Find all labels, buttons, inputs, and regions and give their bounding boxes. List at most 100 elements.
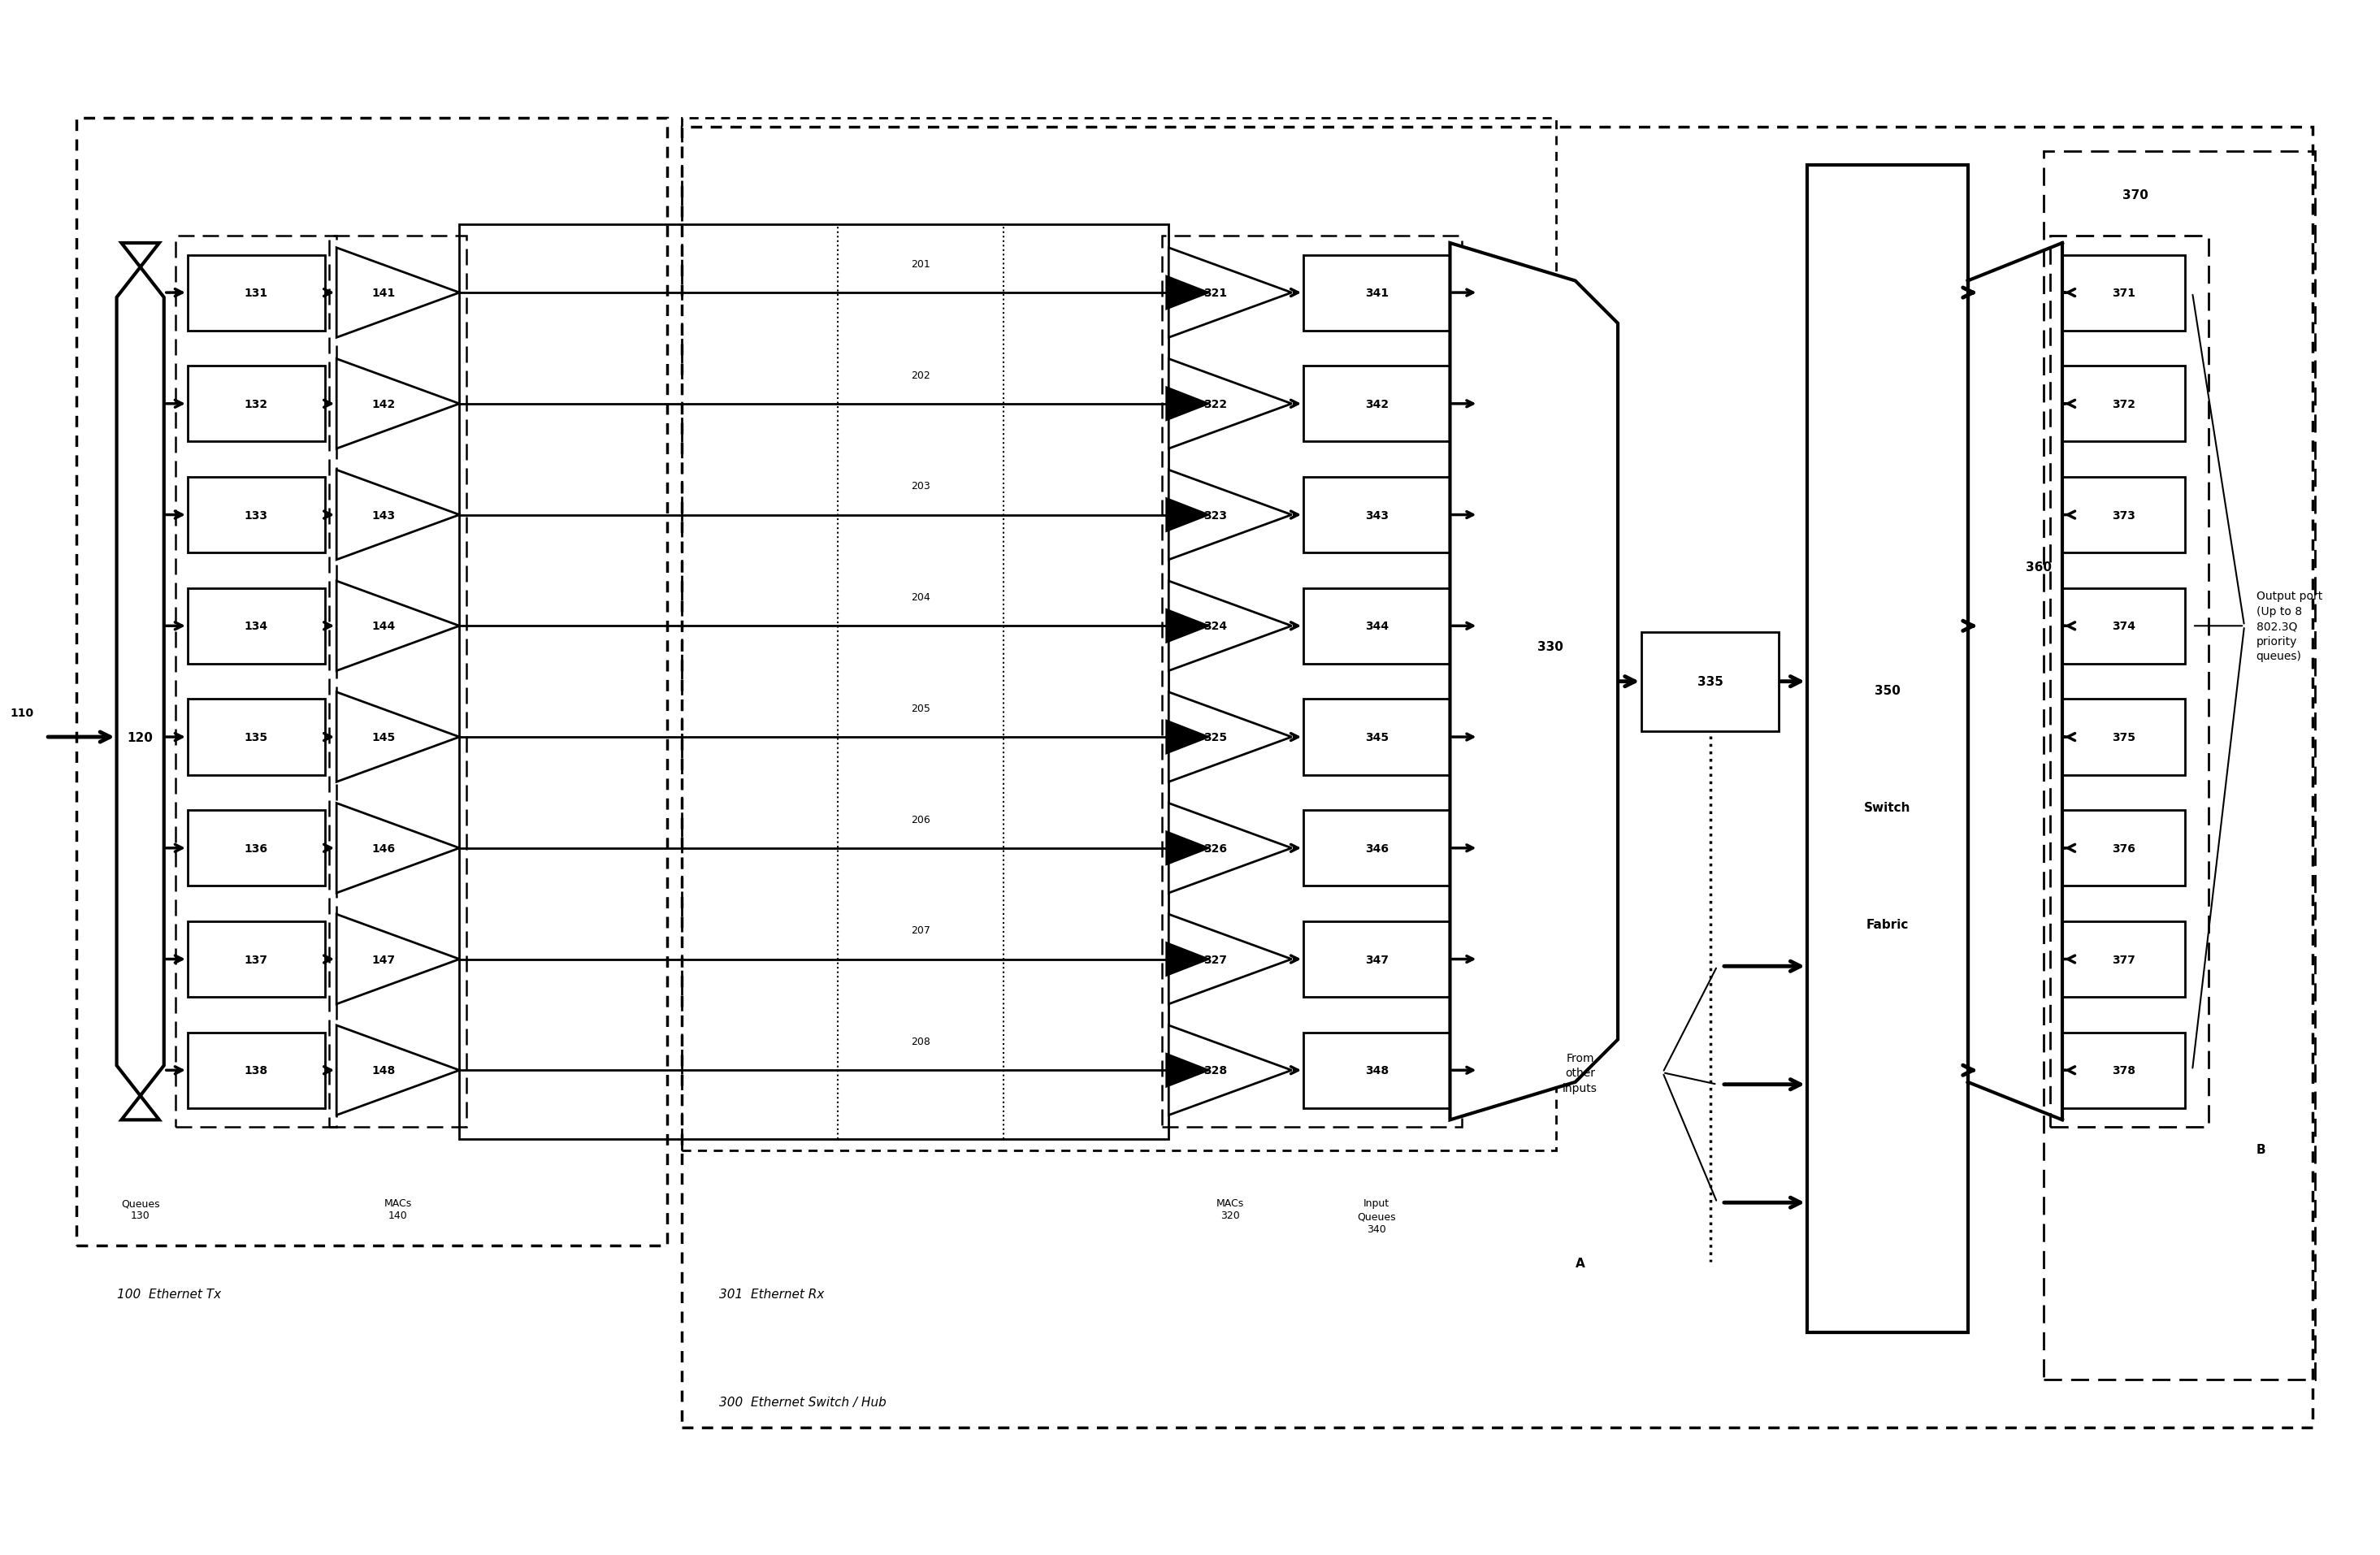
Polygon shape bbox=[1166, 277, 1209, 309]
Bar bbox=[1161, 236, 1461, 1127]
Bar bbox=[1304, 477, 1449, 554]
Polygon shape bbox=[1166, 499, 1209, 532]
Bar bbox=[188, 367, 324, 442]
Polygon shape bbox=[1166, 387, 1209, 421]
Text: 348: 348 bbox=[1364, 1065, 1388, 1076]
Text: B: B bbox=[2256, 1143, 2266, 1155]
Text: 360: 360 bbox=[2025, 561, 2052, 574]
Polygon shape bbox=[1169, 914, 1292, 1005]
Bar bbox=[2052, 236, 2209, 1127]
Bar bbox=[188, 588, 324, 664]
Bar bbox=[2063, 588, 2185, 664]
Bar bbox=[2063, 922, 2185, 997]
Bar bbox=[188, 922, 324, 997]
Text: 148: 148 bbox=[371, 1065, 395, 1076]
Text: MACs
140: MACs 140 bbox=[383, 1197, 412, 1221]
Text: Queues
130: Queues 130 bbox=[121, 1197, 159, 1221]
Bar bbox=[681, 128, 2313, 1427]
Polygon shape bbox=[1169, 470, 1292, 560]
Text: 144: 144 bbox=[371, 620, 395, 631]
Text: 300  Ethernet Switch / Hub: 300 Ethernet Switch / Hub bbox=[719, 1396, 888, 1409]
Text: 375: 375 bbox=[2111, 732, 2135, 743]
Text: 346: 346 bbox=[1366, 843, 1388, 854]
Text: 350: 350 bbox=[1875, 684, 1899, 697]
Text: 203: 203 bbox=[912, 480, 931, 491]
Bar bbox=[328, 236, 466, 1127]
Text: 208: 208 bbox=[912, 1036, 931, 1047]
Text: From
other
inputs: From other inputs bbox=[1564, 1053, 1597, 1093]
Text: 202: 202 bbox=[912, 370, 931, 381]
Text: Input
Queues
340: Input Queues 340 bbox=[1357, 1197, 1397, 1235]
Text: A: A bbox=[1576, 1256, 1585, 1269]
Text: 341: 341 bbox=[1364, 288, 1388, 299]
Text: 100  Ethernet Tx: 100 Ethernet Tx bbox=[117, 1288, 221, 1300]
Text: 134: 134 bbox=[245, 620, 269, 631]
Bar bbox=[1304, 700, 1449, 774]
Polygon shape bbox=[336, 914, 459, 1005]
Polygon shape bbox=[1169, 582, 1292, 672]
Polygon shape bbox=[336, 804, 459, 893]
Text: 120: 120 bbox=[129, 731, 152, 743]
Polygon shape bbox=[1169, 249, 1292, 337]
Text: 206: 206 bbox=[912, 815, 931, 824]
Bar bbox=[1642, 633, 1778, 731]
Text: 137: 137 bbox=[245, 953, 269, 966]
Text: 143: 143 bbox=[371, 510, 395, 521]
Bar bbox=[2063, 1033, 2185, 1109]
Bar bbox=[1304, 922, 1449, 997]
Bar bbox=[76, 118, 666, 1246]
Bar bbox=[2063, 700, 2185, 774]
Bar bbox=[188, 1033, 324, 1109]
Polygon shape bbox=[336, 692, 459, 782]
Bar bbox=[188, 477, 324, 554]
Text: 347: 347 bbox=[1366, 953, 1388, 966]
Text: 204: 204 bbox=[912, 592, 931, 603]
Text: 372: 372 bbox=[2111, 398, 2135, 411]
Polygon shape bbox=[1169, 692, 1292, 782]
Text: 301  Ethernet Rx: 301 Ethernet Rx bbox=[719, 1288, 823, 1300]
Text: 371: 371 bbox=[2111, 288, 2135, 299]
Polygon shape bbox=[1166, 942, 1209, 977]
Bar bbox=[1304, 367, 1449, 442]
Polygon shape bbox=[336, 1026, 459, 1115]
Polygon shape bbox=[336, 582, 459, 672]
Polygon shape bbox=[1449, 244, 1618, 1120]
Text: 370: 370 bbox=[2123, 188, 2149, 201]
Text: 131: 131 bbox=[245, 288, 269, 299]
Text: 378: 378 bbox=[2111, 1065, 2135, 1076]
Bar bbox=[2044, 151, 2316, 1379]
Polygon shape bbox=[336, 359, 459, 449]
Polygon shape bbox=[117, 244, 164, 1120]
Text: 321: 321 bbox=[1204, 288, 1228, 299]
Text: 201: 201 bbox=[912, 260, 931, 269]
Bar bbox=[1304, 810, 1449, 886]
Bar bbox=[2063, 810, 2185, 886]
Bar bbox=[681, 118, 1557, 1151]
Polygon shape bbox=[1169, 359, 1292, 449]
Text: 138: 138 bbox=[245, 1065, 269, 1076]
Polygon shape bbox=[1169, 1026, 1292, 1115]
Text: 327: 327 bbox=[1204, 953, 1228, 966]
Polygon shape bbox=[1166, 610, 1209, 642]
Text: 142: 142 bbox=[371, 398, 395, 411]
Bar bbox=[1806, 166, 1968, 1333]
Text: 146: 146 bbox=[371, 843, 395, 854]
Polygon shape bbox=[1166, 722, 1209, 754]
Bar bbox=[1304, 255, 1449, 331]
Bar bbox=[1304, 1033, 1449, 1109]
Text: 207: 207 bbox=[912, 925, 931, 936]
Text: 373: 373 bbox=[2111, 510, 2135, 521]
Text: 110: 110 bbox=[10, 708, 33, 718]
Text: Switch: Switch bbox=[1864, 801, 1911, 813]
Text: 324: 324 bbox=[1204, 620, 1228, 631]
Text: 345: 345 bbox=[1364, 732, 1388, 743]
Text: MACs
320: MACs 320 bbox=[1216, 1197, 1245, 1221]
Polygon shape bbox=[1169, 804, 1292, 893]
Text: 343: 343 bbox=[1366, 510, 1388, 521]
Text: 377: 377 bbox=[2111, 953, 2135, 966]
Text: 133: 133 bbox=[245, 510, 269, 521]
Text: 325: 325 bbox=[1204, 732, 1228, 743]
Bar bbox=[188, 810, 324, 886]
Bar bbox=[176, 236, 336, 1127]
Bar bbox=[188, 700, 324, 774]
